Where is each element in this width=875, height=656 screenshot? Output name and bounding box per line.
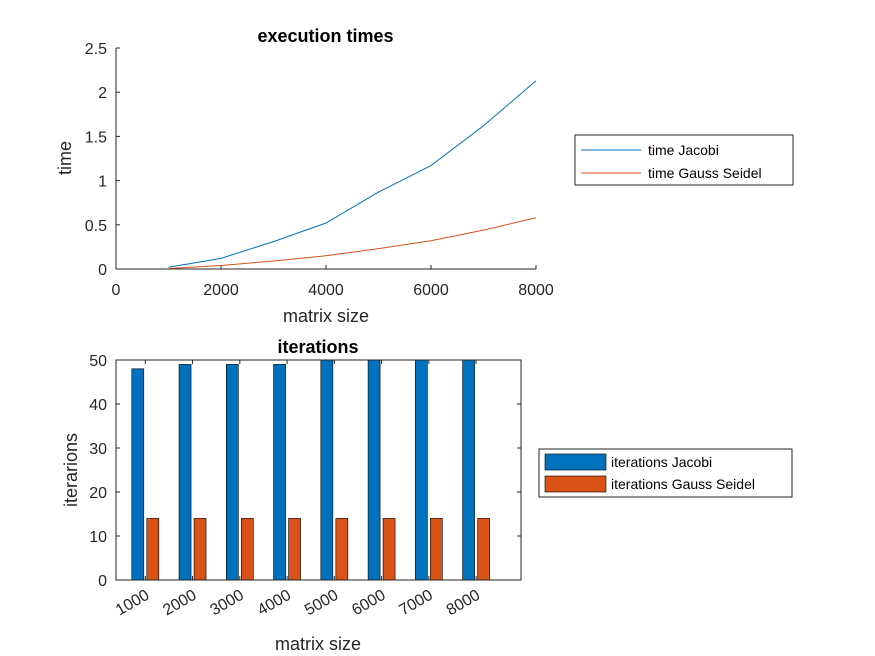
bar-iterations-jacobi-5000	[320, 359, 334, 581]
bar-chart-title: iterations	[277, 337, 358, 357]
bar-y-tick-label: 0	[98, 573, 107, 590]
bar-y-axis: 0 10 20 30 40 50	[89, 353, 522, 590]
line-chart-title: execution times	[257, 26, 393, 46]
bar-x-tick-label: 4000	[255, 587, 294, 620]
line-y-tick-label: 0.5	[85, 218, 107, 235]
bar-x-tick-label: 6000	[349, 587, 388, 620]
line-chart: execution times 0 2000 4000 6000 8000 0 0.5 1 1…	[55, 26, 794, 326]
line-y-tick-label: 1	[98, 174, 107, 191]
line-series-time-gauss-seidel	[168, 217, 537, 270]
legend-swatch-iterations-jacobi	[544, 453, 607, 471]
bar-iterations-jacobi-6000	[367, 359, 381, 581]
line-x-tick-label: 4000	[308, 282, 344, 299]
bar-y-tick-label: 20	[89, 485, 107, 502]
bar-x-tick-label: 2000	[160, 587, 199, 620]
bar-iterations-jacobi-3000	[226, 364, 239, 581]
line-x-axis: 0 2000 4000 6000 8000	[112, 265, 554, 299]
line-y-axis-label: time	[55, 141, 75, 175]
bar-iterations-gauss-seidel-6000	[382, 518, 396, 581]
bar-iterations-gauss-seidel-7000	[430, 518, 443, 581]
line-x-tick-label: 0	[112, 282, 121, 299]
legend-label-iterations-gauss-seidel: iterations Gauss Seidel	[611, 476, 755, 492]
legend-label-iterations-jacobi: iterations Jacobi	[611, 454, 712, 470]
line-series-group	[168, 80, 537, 270]
bar-iterations-gauss-seidel-1000	[146, 518, 160, 581]
line-y-tick-label: 2	[98, 85, 107, 102]
line-plot-area	[116, 48, 536, 269]
line-y-tick-label: 2.5	[85, 41, 107, 58]
bar-iterations-jacobi-2000	[178, 364, 192, 581]
bar-x-axis-label: matrix size	[275, 634, 361, 654]
bar-legend: iterations Jacobi iterations Gauss Seide…	[538, 448, 793, 498]
bar-iterations-jacobi-1000	[131, 368, 145, 581]
line-series-time-jacobi	[168, 80, 537, 268]
line-legend: time Jacobi time Gauss Seidel	[574, 134, 794, 186]
bar-series-group	[131, 359, 490, 581]
bar-y-tick-label: 50	[89, 353, 107, 370]
bar-iterations-gauss-seidel-4000	[288, 518, 301, 581]
line-x-tick-label: 2000	[203, 282, 239, 299]
legend-swatch-iterations-gauss-seidel	[544, 475, 607, 493]
line-y-axis: 0 0.5 1 1.5 2 2.5	[85, 41, 120, 279]
bar-y-axis-label: iterarions	[61, 433, 81, 507]
bar-y-tick-label: 10	[89, 529, 107, 546]
bar-chart: iterations 1000 2000 3000 4000 5000 6000 7000 8…	[61, 337, 793, 654]
line-legend-box	[574, 134, 794, 186]
bar-x-tick-label: 7000	[397, 587, 436, 620]
line-x-axis-label: matrix size	[283, 306, 369, 326]
bar-y-tick-label: 30	[89, 441, 107, 458]
legend-label-time-jacobi: time Jacobi	[648, 142, 719, 158]
bar-iterations-gauss-seidel-2000	[193, 518, 207, 581]
bar-y-tick-label: 40	[89, 397, 107, 414]
bar-plot-area	[116, 360, 521, 580]
line-y-tick-label: 0	[98, 262, 107, 279]
line-y-tick-label: 1.5	[85, 129, 107, 146]
bar-axes-box	[115, 359, 522, 581]
bar-iterations-gauss-seidel-5000	[335, 518, 349, 581]
bar-iterations-jacobi-8000	[462, 359, 475, 581]
bar-iterations-jacobi-4000	[273, 364, 286, 581]
bar-iterations-gauss-seidel-8000	[477, 518, 490, 581]
bar-x-tick-label: 8000	[444, 587, 483, 620]
bar-iterations-jacobi-7000	[415, 359, 428, 581]
line-x-tick-label: 6000	[413, 282, 449, 299]
line-x-tick-label: 8000	[518, 282, 554, 299]
bar-x-tick-label: 3000	[207, 587, 246, 620]
bar-x-tick-label: 1000	[113, 587, 152, 620]
legend-label-time-gauss-seidel: time Gauss Seidel	[648, 165, 762, 181]
bar-x-tick-label: 5000	[302, 587, 341, 620]
bar-iterations-gauss-seidel-3000	[241, 518, 254, 581]
